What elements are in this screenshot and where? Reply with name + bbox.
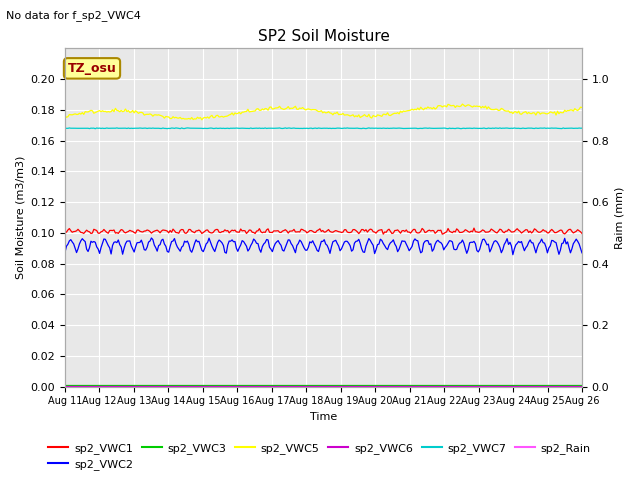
- Line: sp2_VWC2: sp2_VWC2: [65, 238, 582, 255]
- sp2_Rain: [578, 384, 586, 389]
- sp2_VWC3: [549, 382, 557, 388]
- sp2_VWC1: [438, 231, 446, 237]
- sp2_Rain: [287, 384, 295, 389]
- sp2_VWC1: [125, 228, 132, 234]
- Y-axis label: Soil Moisture (m3/m3): Soil Moisture (m3/m3): [15, 156, 25, 279]
- sp2_VWC5: [459, 101, 467, 107]
- sp2_VWC1: [215, 229, 223, 235]
- sp2_VWC6: [287, 383, 295, 389]
- sp2_VWC6: [61, 383, 69, 389]
- Text: TZ_osu: TZ_osu: [68, 62, 116, 75]
- Line: sp2_VWC5: sp2_VWC5: [65, 104, 582, 120]
- Text: No data for f_sp2_VWC4: No data for f_sp2_VWC4: [6, 10, 141, 21]
- sp2_VWC7: [92, 126, 99, 132]
- sp2_VWC3: [578, 382, 586, 388]
- sp2_VWC7: [243, 125, 250, 131]
- sp2_VWC3: [232, 382, 240, 388]
- sp2_VWC6: [232, 383, 240, 389]
- sp2_VWC5: [578, 105, 586, 110]
- sp2_VWC1: [232, 229, 240, 235]
- sp2_VWC5: [61, 113, 69, 119]
- sp2_VWC5: [243, 108, 250, 114]
- sp2_VWC2: [509, 252, 516, 258]
- sp2_VWC3: [125, 382, 132, 388]
- sp2_VWC5: [289, 106, 296, 111]
- sp2_VWC5: [217, 114, 225, 120]
- sp2_VWC5: [552, 112, 560, 118]
- sp2_VWC7: [282, 125, 289, 131]
- Title: SP2 Soil Moisture: SP2 Soil Moisture: [257, 29, 389, 44]
- sp2_VWC2: [234, 249, 242, 254]
- X-axis label: Time: Time: [310, 412, 337, 422]
- sp2_VWC6: [215, 383, 223, 389]
- Line: sp2_VWC7: sp2_VWC7: [65, 128, 582, 129]
- sp2_VWC2: [217, 239, 225, 244]
- sp2_VWC3: [215, 382, 223, 388]
- Y-axis label: Raim (mm): Raim (mm): [615, 186, 625, 249]
- sp2_VWC2: [125, 238, 132, 244]
- Legend: sp2_VWC1, sp2_VWC2, sp2_VWC3, sp2_VWC5, sp2_VWC6, sp2_VWC7, sp2_Rain: sp2_VWC1, sp2_VWC2, sp2_VWC3, sp2_VWC5, …: [44, 438, 595, 474]
- sp2_VWC2: [552, 240, 560, 245]
- sp2_VWC2: [289, 243, 296, 249]
- sp2_VWC1: [61, 229, 69, 235]
- sp2_VWC6: [241, 383, 249, 389]
- sp2_VWC7: [578, 125, 586, 131]
- sp2_VWC1: [552, 230, 560, 236]
- sp2_VWC3: [287, 382, 295, 388]
- sp2_VWC6: [578, 383, 586, 389]
- sp2_VWC7: [61, 125, 69, 131]
- sp2_VWC5: [125, 108, 132, 113]
- sp2_Rain: [232, 384, 240, 389]
- sp2_VWC2: [61, 249, 69, 255]
- sp2_VWC7: [552, 125, 560, 131]
- sp2_Rain: [215, 384, 223, 389]
- sp2_Rain: [125, 384, 132, 389]
- sp2_VWC1: [470, 225, 478, 231]
- sp2_VWC1: [578, 230, 586, 236]
- sp2_Rain: [549, 384, 557, 389]
- Line: sp2_VWC1: sp2_VWC1: [65, 228, 582, 234]
- sp2_VWC1: [287, 228, 295, 234]
- sp2_VWC7: [290, 125, 298, 131]
- sp2_VWC2: [578, 250, 586, 256]
- sp2_VWC7: [217, 125, 225, 131]
- sp2_VWC6: [549, 383, 557, 389]
- sp2_VWC3: [241, 382, 249, 388]
- sp2_VWC2: [148, 235, 156, 241]
- sp2_Rain: [61, 384, 69, 389]
- sp2_Rain: [241, 384, 249, 389]
- sp2_VWC6: [125, 383, 132, 389]
- sp2_VWC3: [61, 382, 69, 388]
- sp2_VWC7: [126, 126, 134, 132]
- sp2_VWC5: [234, 110, 242, 116]
- sp2_VWC5: [198, 117, 205, 122]
- sp2_VWC1: [241, 228, 249, 234]
- sp2_VWC7: [234, 125, 242, 131]
- sp2_VWC2: [243, 243, 250, 249]
